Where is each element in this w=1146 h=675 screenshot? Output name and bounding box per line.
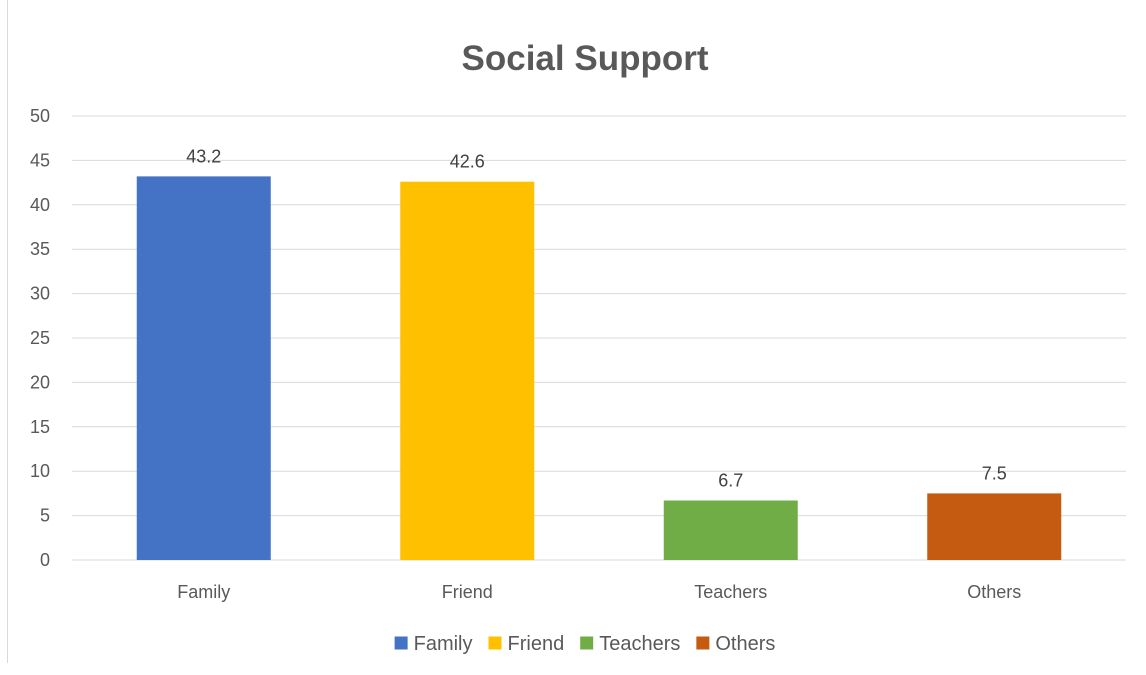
y-tick-label: 5 <box>40 506 50 526</box>
x-tick-label-friend: Friend <box>442 582 493 602</box>
bar-others <box>927 493 1062 560</box>
legend-item-friend: Friend <box>488 633 565 655</box>
y-tick-label: 25 <box>30 328 50 348</box>
y-tick-label: 50 <box>30 106 50 126</box>
data-label-family: 43.2 <box>186 146 221 166</box>
y-tick-label: 0 <box>40 550 50 570</box>
y-tick-label: 10 <box>30 461 50 481</box>
x-tick-label-teachers: Teachers <box>694 582 767 602</box>
legend-label: Friend <box>508 633 565 655</box>
data-label-teachers: 6.7 <box>718 471 743 491</box>
legend-swatch <box>580 636 594 650</box>
legend-label: Others <box>715 633 775 655</box>
legend-item-teachers: Teachers <box>580 633 680 655</box>
legend-swatch <box>394 636 408 650</box>
chart-title: Social Support <box>462 39 709 78</box>
y-tick-label: 30 <box>30 284 50 304</box>
legend: Family Friend Teachers Others <box>394 633 775 655</box>
x-axis-ticks: Family Friend Teachers Others <box>177 582 1021 602</box>
x-tick-label-family: Family <box>177 582 230 602</box>
data-labels: 43.2 42.6 6.7 7.5 <box>186 146 1007 490</box>
y-tick-label: 35 <box>30 239 50 259</box>
legend-label: Family <box>414 633 473 655</box>
legend-item-family: Family <box>394 633 473 655</box>
y-tick-label: 45 <box>30 150 50 170</box>
legend-swatch <box>488 636 502 650</box>
legend-swatch <box>696 636 710 650</box>
x-tick-label-others: Others <box>967 582 1021 602</box>
bar-friend <box>400 181 535 560</box>
frame-border <box>7 0 8 663</box>
bar-teachers <box>663 500 798 560</box>
y-tick-label: 40 <box>30 195 50 215</box>
y-tick-label: 20 <box>30 372 50 392</box>
bar-family <box>136 176 271 560</box>
data-label-friend: 42.6 <box>450 152 485 172</box>
y-axis-ticks: 0 5 10 15 20 25 30 35 40 45 50 <box>30 106 50 570</box>
bars <box>136 176 1062 560</box>
data-label-others: 7.5 <box>982 463 1007 483</box>
y-tick-label: 15 <box>30 417 50 437</box>
legend-item-others: Others <box>696 633 775 655</box>
legend-label: Teachers <box>599 633 680 655</box>
